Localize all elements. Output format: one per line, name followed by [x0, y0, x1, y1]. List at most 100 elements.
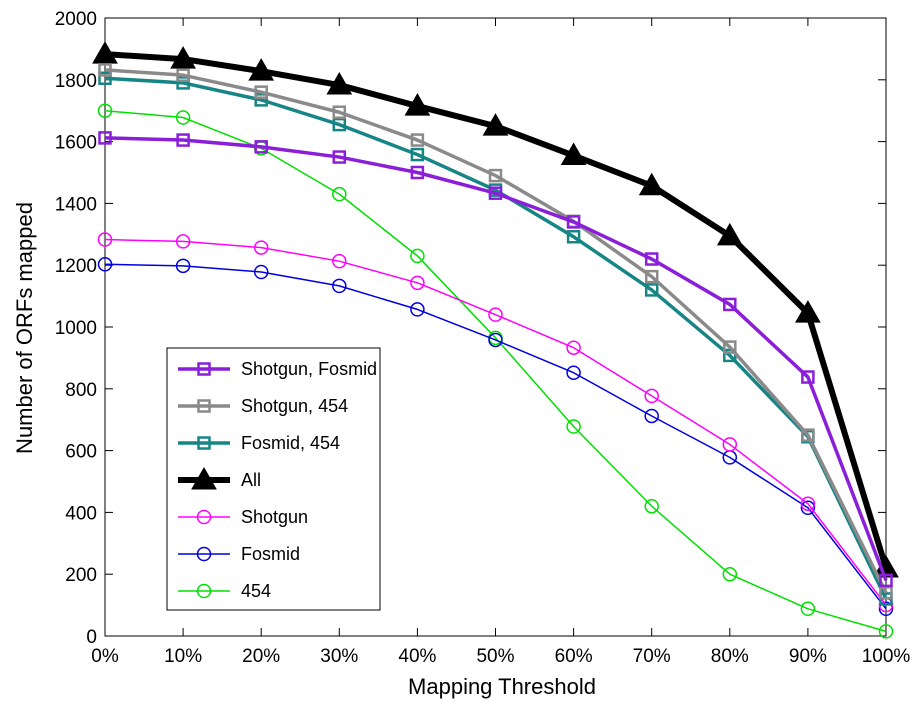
data-point: [566, 340, 581, 355]
data-point: [879, 573, 893, 588]
legend-entry: Shotgun: [178, 507, 308, 527]
data-point: [332, 105, 347, 119]
data-point: [175, 234, 191, 249]
data-point: [878, 601, 894, 617]
data-point: [722, 437, 738, 452]
x-tick-label: 20%: [242, 646, 280, 667]
data-point: [254, 85, 268, 99]
data-point: [644, 269, 659, 284]
data-point: [723, 297, 737, 312]
x-tick-label: 100%: [862, 646, 911, 667]
data-point: [801, 370, 815, 384]
y-axis-title: Number of ORFs mapped: [12, 202, 37, 454]
data-point: [566, 365, 581, 380]
series-454: [97, 103, 894, 639]
data-point: [488, 186, 503, 200]
data-point: [97, 232, 113, 247]
y-tick-label: 400: [65, 503, 97, 524]
legend-marker: [196, 509, 212, 525]
series-fosmid-454: [98, 71, 893, 606]
data-point: [248, 58, 275, 81]
series-all: [92, 41, 899, 578]
series-line: [104, 109, 887, 633]
legend-entry: All: [178, 466, 261, 490]
series-shotgun-fosmid: [98, 131, 893, 588]
legend-entry: 454: [178, 581, 271, 601]
y-tick-label: 1600: [55, 133, 97, 154]
data-point: [644, 252, 659, 266]
data-point: [566, 419, 581, 434]
legend-marker: [191, 466, 217, 490]
data-point: [488, 332, 503, 348]
data-point: [326, 72, 353, 95]
data-point: [410, 248, 425, 264]
data-point: [170, 46, 196, 69]
data-point: [566, 215, 581, 229]
x-tick-label: 40%: [398, 646, 436, 667]
y-tick-label: 1200: [55, 256, 97, 277]
y-tick-label: 1400: [55, 194, 97, 215]
legend-marker: [197, 362, 211, 376]
legend-entry: Fosmid, 454: [178, 433, 340, 453]
data-point: [253, 240, 269, 255]
data-point: [644, 408, 659, 424]
series-line: [104, 136, 888, 582]
legend-marker: [197, 436, 211, 450]
data-point: [254, 93, 268, 107]
data-point: [253, 264, 269, 280]
legend-label: Fosmid: [241, 544, 300, 564]
data-point: [410, 133, 425, 147]
axes: 0% 10% 20% 30% 40% 50% 60% 70% 80% 90% 100% 0 200 400…: [55, 9, 911, 667]
series-line: [104, 238, 887, 606]
data-point: [410, 302, 425, 317]
data-point: [723, 340, 737, 354]
data-point: [410, 147, 425, 162]
legend-marker: [196, 546, 212, 562]
y-tick-label: 2000: [55, 9, 97, 30]
data-point: [176, 133, 190, 147]
data-point: [98, 71, 112, 86]
x-tick-label: 0%: [91, 646, 119, 667]
y-tick-label: 0: [86, 627, 97, 648]
x-tick-label: 30%: [320, 646, 358, 667]
legend: Shotgun, Fosmid Shotgun, 454 Fosmid, 454 Al…: [166, 347, 381, 611]
y-tick-label: 1800: [55, 71, 97, 92]
data-point: [482, 113, 509, 136]
x-tick-label: 50%: [476, 646, 514, 667]
data-point: [488, 307, 503, 322]
data-point: [404, 93, 431, 116]
data-point: [800, 500, 816, 516]
legend-marker: [196, 583, 212, 599]
data-point: [97, 103, 113, 118]
series-line: [104, 68, 888, 594]
data-point: [175, 110, 191, 125]
legend-label: Fosmid, 454: [241, 433, 340, 453]
data-point: [176, 68, 190, 82]
data-point: [722, 566, 738, 582]
legend-label: 454: [241, 581, 271, 601]
y-tick-label: 200: [65, 565, 97, 586]
legend-entry: Fosmid: [178, 544, 300, 564]
data-point: [560, 142, 587, 166]
series-line: [104, 263, 887, 610]
data-point: [638, 172, 665, 196]
data-point: [332, 117, 347, 132]
data-point: [176, 76, 190, 90]
x-tick-label: 10%: [164, 646, 202, 667]
series-line: [104, 76, 888, 600]
data-point: [800, 496, 816, 511]
data-point: [716, 222, 743, 246]
x-axis-title: Mapping Threshold: [408, 674, 596, 699]
legend-entry: Shotgun, Fosmid: [178, 359, 377, 379]
data-point: [410, 275, 425, 291]
data-point: [488, 168, 503, 183]
legend-marker: [197, 399, 211, 413]
data-point: [410, 165, 425, 180]
data-point: [92, 41, 118, 64]
data-point: [644, 388, 659, 404]
legend-label: Shotgun, 454: [241, 396, 348, 416]
data-point: [97, 257, 113, 272]
x-tick-label: 60%: [555, 646, 593, 667]
data-point: [332, 253, 347, 269]
